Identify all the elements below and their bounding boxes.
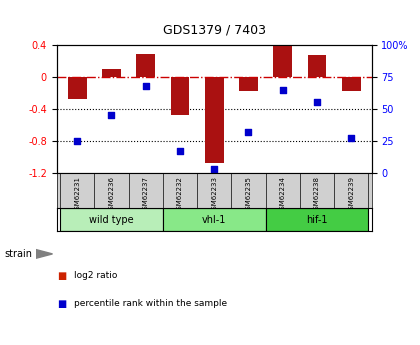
- Bar: [239, 77, 258, 91]
- Bar: [163, 208, 265, 231]
- Text: ■: ■: [57, 271, 66, 281]
- Text: strain: strain: [4, 249, 32, 258]
- Point: [279, 87, 286, 92]
- Text: GSM62232: GSM62232: [177, 176, 183, 214]
- Point: [108, 112, 115, 118]
- Text: wild type: wild type: [89, 215, 134, 225]
- Text: GSM62234: GSM62234: [280, 176, 286, 214]
- Point: [245, 129, 252, 135]
- Point: [211, 166, 218, 172]
- Point: [176, 148, 183, 154]
- Bar: [102, 69, 121, 77]
- Point: [348, 136, 354, 141]
- Text: hif-1: hif-1: [306, 215, 328, 225]
- Bar: [205, 77, 223, 163]
- Text: GSM62236: GSM62236: [108, 176, 115, 214]
- Point: [142, 83, 149, 89]
- Polygon shape: [36, 249, 52, 258]
- Text: log2 ratio: log2 ratio: [74, 272, 117, 280]
- Bar: [136, 55, 155, 77]
- Bar: [273, 46, 292, 77]
- Text: GSM62237: GSM62237: [143, 176, 149, 214]
- Text: GSM62231: GSM62231: [74, 176, 80, 214]
- Text: vhl-1: vhl-1: [202, 215, 226, 225]
- Bar: [342, 77, 361, 91]
- Text: percentile rank within the sample: percentile rank within the sample: [74, 299, 227, 308]
- Bar: [171, 77, 189, 115]
- Bar: [60, 208, 163, 231]
- Text: GSM62239: GSM62239: [348, 176, 354, 214]
- Bar: [307, 55, 326, 77]
- Text: GSM62233: GSM62233: [211, 176, 217, 214]
- Point: [314, 100, 320, 105]
- Bar: [265, 208, 368, 231]
- Text: GSM62235: GSM62235: [245, 176, 252, 214]
- Text: GDS1379 / 7403: GDS1379 / 7403: [163, 23, 266, 36]
- Text: GSM62238: GSM62238: [314, 176, 320, 214]
- Point: [74, 138, 81, 144]
- Text: ■: ■: [57, 299, 66, 308]
- Bar: [68, 77, 87, 99]
